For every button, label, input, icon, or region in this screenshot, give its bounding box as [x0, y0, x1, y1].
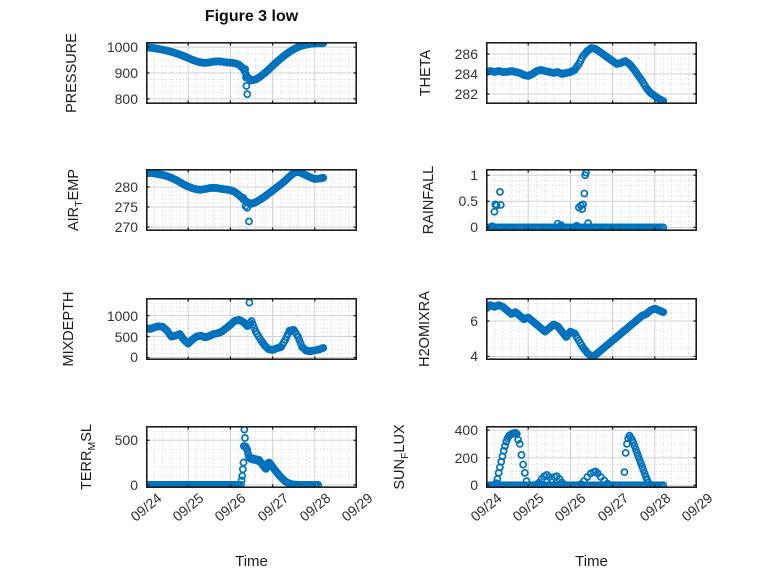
x-axis-ticks-right: 09/24 09/25 09/26 09/27 09/28 09/29: [385, 488, 730, 550]
scatter-series: [146, 169, 328, 226]
subplot-terrmsl: TERRMSL 0 500: [45, 413, 369, 501]
subplot-airtemp: AIRTEMP 270 275 280: [45, 156, 369, 244]
plot-area: [146, 42, 357, 104]
y-tick-label: 0: [130, 349, 138, 366]
y-tick-label: 500: [114, 328, 138, 345]
y-tick-label: 1000: [106, 39, 138, 56]
scatter-series: [146, 298, 328, 356]
y-tick-label: 4: [470, 348, 478, 365]
y-tick-label: 500: [114, 432, 138, 449]
scatter-series: [486, 428, 668, 488]
scatter-series: [486, 301, 668, 360]
y-tick-label: 6: [470, 313, 478, 330]
plot-area: [486, 298, 697, 360]
y-tick-label: 1: [470, 167, 478, 184]
y-tick-label: 0.5: [458, 193, 478, 210]
axes-box: [146, 42, 357, 104]
y-tick-label: 0: [470, 477, 478, 494]
y-tick-label: 0: [470, 219, 478, 236]
scatter-series: [486, 44, 668, 104]
x-axis-ticks-left: 09/24 09/25 09/26 09/27 09/28 09/29: [45, 488, 390, 550]
y-tick-label: 0: [130, 476, 138, 493]
axes-box: [146, 298, 357, 360]
x-axis-title: Time: [235, 553, 268, 570]
axes-box: [486, 169, 697, 231]
plot-area: [486, 42, 697, 104]
scatter-series: [146, 42, 328, 99]
y-tick-label: 270: [114, 219, 138, 235]
subplot-pressure: PRESSURE 800 900 1000: [45, 29, 369, 117]
y-tick-label: 286: [454, 46, 478, 62]
scatter-series: [146, 426, 323, 488]
y-tick-label: 1000: [106, 307, 138, 324]
axes-box: [146, 169, 357, 231]
figure-title: Figure 3 low: [204, 8, 299, 25]
subplot-theta: THETA 282 284 286: [385, 29, 709, 117]
y-tick-label: 800: [114, 90, 138, 107]
y-tick-label: 282: [454, 86, 478, 102]
y-tick-label: 200: [454, 449, 478, 466]
subplot-rainfall: RAINFALL 0 0.5 1: [385, 156, 709, 244]
subplot-h2omixra: H2OMIXRA 4 6: [385, 285, 709, 373]
scatter-series: [486, 169, 668, 231]
plot-area: [146, 426, 357, 488]
y-tick-label: 275: [114, 199, 138, 215]
plot-area: [486, 426, 697, 488]
subplot-mixdepth: MIXDEPTH 0 500 1000: [45, 285, 369, 373]
plot-area: [146, 298, 357, 360]
y-tick-label: 400: [454, 422, 478, 439]
y-tick-label: 280: [114, 179, 138, 195]
plot-area: [486, 169, 697, 231]
axes-box: [486, 298, 697, 360]
axes-box: [486, 42, 697, 104]
axes-box: [146, 426, 357, 488]
y-tick-label: 900: [114, 65, 138, 81]
subplot-sunflux: SUNFLUX 0 200 400: [385, 413, 709, 501]
axes-box: [486, 426, 697, 488]
plot-area: [146, 169, 357, 231]
x-axis-title: Time: [575, 553, 608, 570]
y-tick-label: 284: [454, 66, 478, 82]
